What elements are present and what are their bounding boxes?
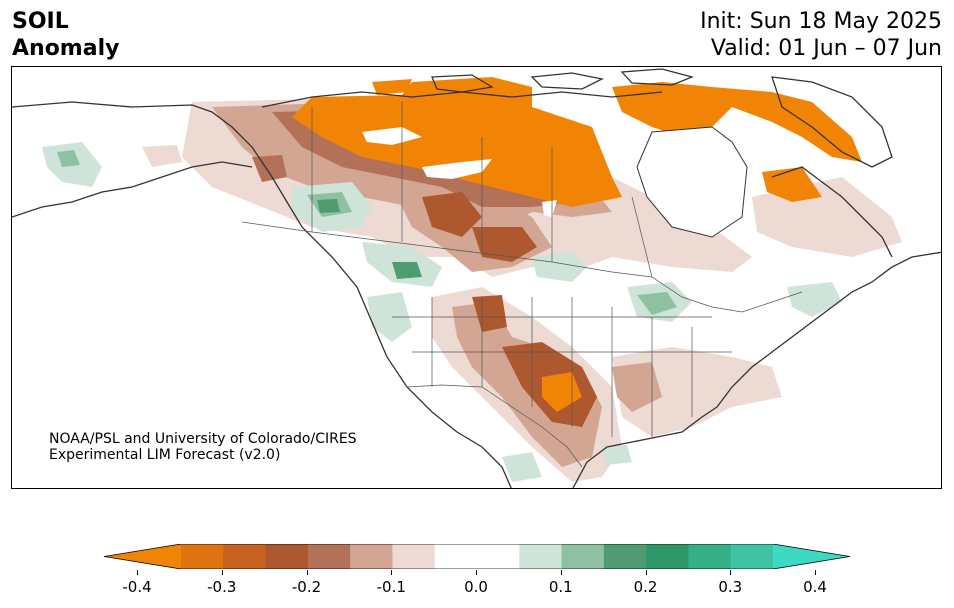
anomaly-patch [142, 145, 182, 167]
colorbar-ticks: -0.4 -0.3 -0.2 -0.1 0.0 0.1 0.2 0.3 0.4 [0, 570, 954, 600]
tick-mark [730, 570, 732, 575]
anomaly-map [12, 68, 941, 488]
arctic-islands [431, 68, 695, 93]
political-borders [241, 102, 803, 468]
anomaly-patch [292, 77, 622, 207]
east-coast [716, 251, 941, 408]
labrador-coast [771, 166, 893, 258]
colorbar-cell [603, 544, 647, 569]
colorbar-cell [561, 544, 605, 569]
tick-label: 0.3 [718, 578, 743, 596]
tick-label: 0.2 [633, 578, 658, 596]
anomaly-patch [787, 282, 842, 317]
coastlines [12, 68, 941, 488]
colorbar-extend-max [773, 544, 850, 569]
anomaly-patch [612, 362, 662, 412]
colorbar-cell [223, 544, 267, 569]
anomaly-fill [42, 77, 902, 482]
colorbar-cell [688, 544, 732, 569]
map-title: SOIL Anomaly [12, 8, 119, 62]
tick-label: -0.1 [376, 578, 406, 596]
credit-text: NOAA/PSL and University of Colorado/CIRE… [49, 431, 357, 463]
tick-mark [391, 570, 393, 575]
valid-range: Valid: 01 Jun – 07 Jun [710, 36, 942, 61]
anomaly-patch [367, 292, 412, 342]
tick-mark [815, 570, 816, 575]
gulf-coast [572, 406, 718, 488]
north-america-west-coast [12, 101, 512, 488]
colorbar-cell [434, 544, 478, 569]
us-mexico-border [406, 384, 583, 468]
tick-label: -0.2 [291, 578, 322, 596]
colorbar-cells [104, 544, 850, 569]
colorbar [104, 544, 850, 569]
anomaly-patch [637, 292, 677, 315]
alaska-coast [12, 161, 253, 218]
tick-mark [476, 570, 477, 575]
us-canada-border [241, 221, 803, 313]
tick-mark [306, 570, 308, 575]
tick-mark [221, 570, 223, 575]
colorbar-cell [477, 544, 520, 569]
anomaly-patch [252, 155, 287, 182]
credit-line-2: Experimental LIM Forecast (v2.0) [49, 447, 281, 463]
field-name: Anomaly [12, 36, 120, 61]
great-slave-lake [422, 159, 492, 179]
forecast-dates: Init: Sun 18 May 2025 Valid: 01 Jun – 07… [700, 8, 942, 62]
tick-mark [137, 570, 138, 575]
hudson-bay [636, 126, 748, 238]
anomaly-patch [57, 150, 80, 167]
lake-winnipeg [542, 200, 557, 217]
anomaly-patch [502, 452, 542, 482]
init-date: Init: Sun 18 May 2025 [700, 9, 942, 34]
colorbar-cell [350, 544, 393, 569]
tick-label: -0.4 [122, 578, 152, 596]
tick-mark [560, 570, 562, 575]
colorbar-cell [730, 544, 774, 569]
colorbar-extend-min [104, 544, 181, 569]
anomaly-patch [422, 192, 482, 237]
colorbar-cell [307, 544, 351, 569]
greenland-coast [771, 76, 893, 168]
variable-name: SOIL [12, 9, 69, 34]
tick-mark [645, 570, 647, 575]
anomaly-patch [612, 347, 782, 437]
colorbar-cell [392, 544, 436, 569]
map-panel [11, 66, 942, 489]
colorbar-cell [181, 544, 224, 569]
colorbar-cell [519, 544, 563, 569]
anomaly-patch [317, 199, 340, 213]
water-bodies [362, 126, 748, 238]
anomaly-patch [532, 252, 587, 282]
tick-label: 0.0 [464, 578, 488, 596]
anomaly-patch [392, 262, 422, 279]
province-lines [311, 102, 653, 278]
tick-label: -0.3 [207, 578, 237, 596]
tick-label: 0.4 [803, 578, 827, 596]
anomaly-patch [472, 295, 507, 332]
anomaly-patch [472, 227, 537, 262]
great-bear-lake [362, 127, 422, 145]
credit-line-1: NOAA/PSL and University of Colorado/CIRE… [49, 431, 357, 447]
anomaly-patch [602, 445, 632, 465]
state-lines [392, 297, 732, 437]
colorbar-cell [265, 544, 309, 569]
tick-label: 0.1 [548, 578, 573, 596]
anomaly-patch [612, 82, 862, 162]
anomaly-patch [372, 79, 412, 95]
colorbar-cell [646, 544, 689, 569]
